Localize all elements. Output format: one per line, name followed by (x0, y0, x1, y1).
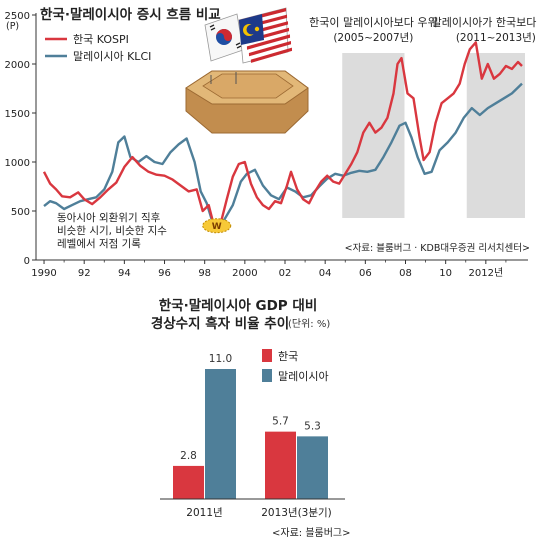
x-tick-label: 98 (198, 268, 211, 279)
annotation-badge (202, 218, 232, 234)
y-tick-label: 2500 (5, 11, 30, 22)
y-tick-label: 1000 (5, 158, 30, 169)
series-line-kospi (42, 41, 523, 230)
bar-legend-swatch-malaysia (262, 369, 272, 382)
x-tick-label: 96 (158, 268, 171, 279)
line-chart-title: 한국·말레이시아 증시 흐름 비교 (40, 6, 221, 23)
pedestal-inner (202, 73, 294, 99)
bar-chart-title-2: 경상수지 흑자 비율 추이 (151, 315, 289, 332)
bar-value-label: 5.3 (304, 420, 321, 432)
shaded-period-label-2: 말레이시아가 한국보다 우위 (432, 16, 540, 29)
bar-chart-source: <자료: 블룸버그> (272, 527, 351, 539)
bar-value-label: 2.8 (180, 450, 197, 462)
bar-legend-label-korea: 한국 (278, 350, 298, 363)
y-tick-label: 500 (11, 207, 30, 218)
bar-value-label: 5.7 (272, 416, 289, 428)
korea-flag-taegeuk-red (216, 29, 232, 41)
x-tick-label: 02 (279, 268, 292, 279)
shaded-period-years-2: (2011~2013년) (456, 32, 536, 44)
x-tick-label: 10 (439, 268, 452, 279)
bar-malaysia-2 (297, 436, 328, 499)
x-tick-label: 2012년 (469, 267, 504, 279)
x-tick-label: 94 (118, 268, 131, 279)
line-chart-source: <자료: 블룸버그 · KDB대우증권 리서치센터> (345, 242, 530, 254)
bar-chart-unit: (단위: %) (288, 317, 330, 330)
x-tick-label: 04 (319, 268, 332, 279)
x-tick-label: 08 (399, 268, 412, 279)
x-tick-label: 2000 (232, 268, 257, 279)
malaysia-flag-stripe (246, 34, 291, 50)
annotation-text-2: 비슷한 시기, 비슷한 지수 (57, 225, 167, 237)
series-line-klci (43, 82, 523, 232)
malaysia-flag-crescent-cut (246, 24, 257, 35)
bar-category-label: 2013년(3분기) (261, 507, 332, 519)
legend-label-kospi: 한국 KOSPI (73, 33, 129, 46)
x-tick-label: 1990 (31, 268, 56, 279)
annotation-text-1: 동아시아 외환위기 직후 (57, 211, 161, 224)
bar-legend-swatch-korea (262, 349, 272, 362)
shaded-period-label-1: 한국이 말레이시아보다 우위 (309, 16, 437, 29)
flags-pedestal-illustration (185, 7, 309, 134)
annotation-badge-label: W (212, 222, 222, 232)
y-tick-label: 0 (24, 256, 30, 267)
malaysia-flag-stripe (248, 41, 292, 57)
malaysia-flag-stripe (250, 47, 293, 63)
shaded-period-years-1: (2005~2007년) (333, 32, 413, 44)
bar-korea-2 (265, 431, 296, 499)
x-tick-label: 92 (78, 268, 91, 279)
korea-flag-trigrams (209, 24, 242, 49)
shaded-period-2 (466, 53, 525, 218)
bar-value-label: 11.0 (209, 353, 232, 365)
y-tick-label: 1500 (5, 109, 30, 120)
bar-korea-1 (173, 465, 204, 499)
annotation-text-3: 레벨에서 저점 기록 (57, 238, 141, 250)
bar-malaysia-1 (205, 369, 236, 499)
bar-chart-title-1: 한국·말레이시아 GDP 대비 (159, 297, 318, 314)
legend-label-klci: 말레이시아 KLCI (73, 50, 151, 63)
x-tick-label: 06 (359, 268, 372, 279)
malaysia-flag-star (254, 26, 260, 32)
bar-category-label: 2011년 (186, 507, 222, 519)
y-tick-label: 2000 (5, 60, 30, 71)
bar-legend-label-malaysia: 말레이시아 (278, 370, 329, 383)
y-unit-label: (P) (6, 21, 19, 32)
